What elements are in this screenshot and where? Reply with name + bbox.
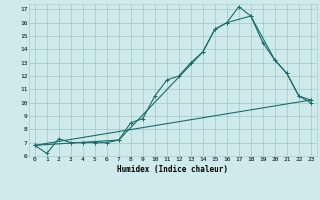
X-axis label: Humidex (Indice chaleur): Humidex (Indice chaleur) bbox=[117, 165, 228, 174]
